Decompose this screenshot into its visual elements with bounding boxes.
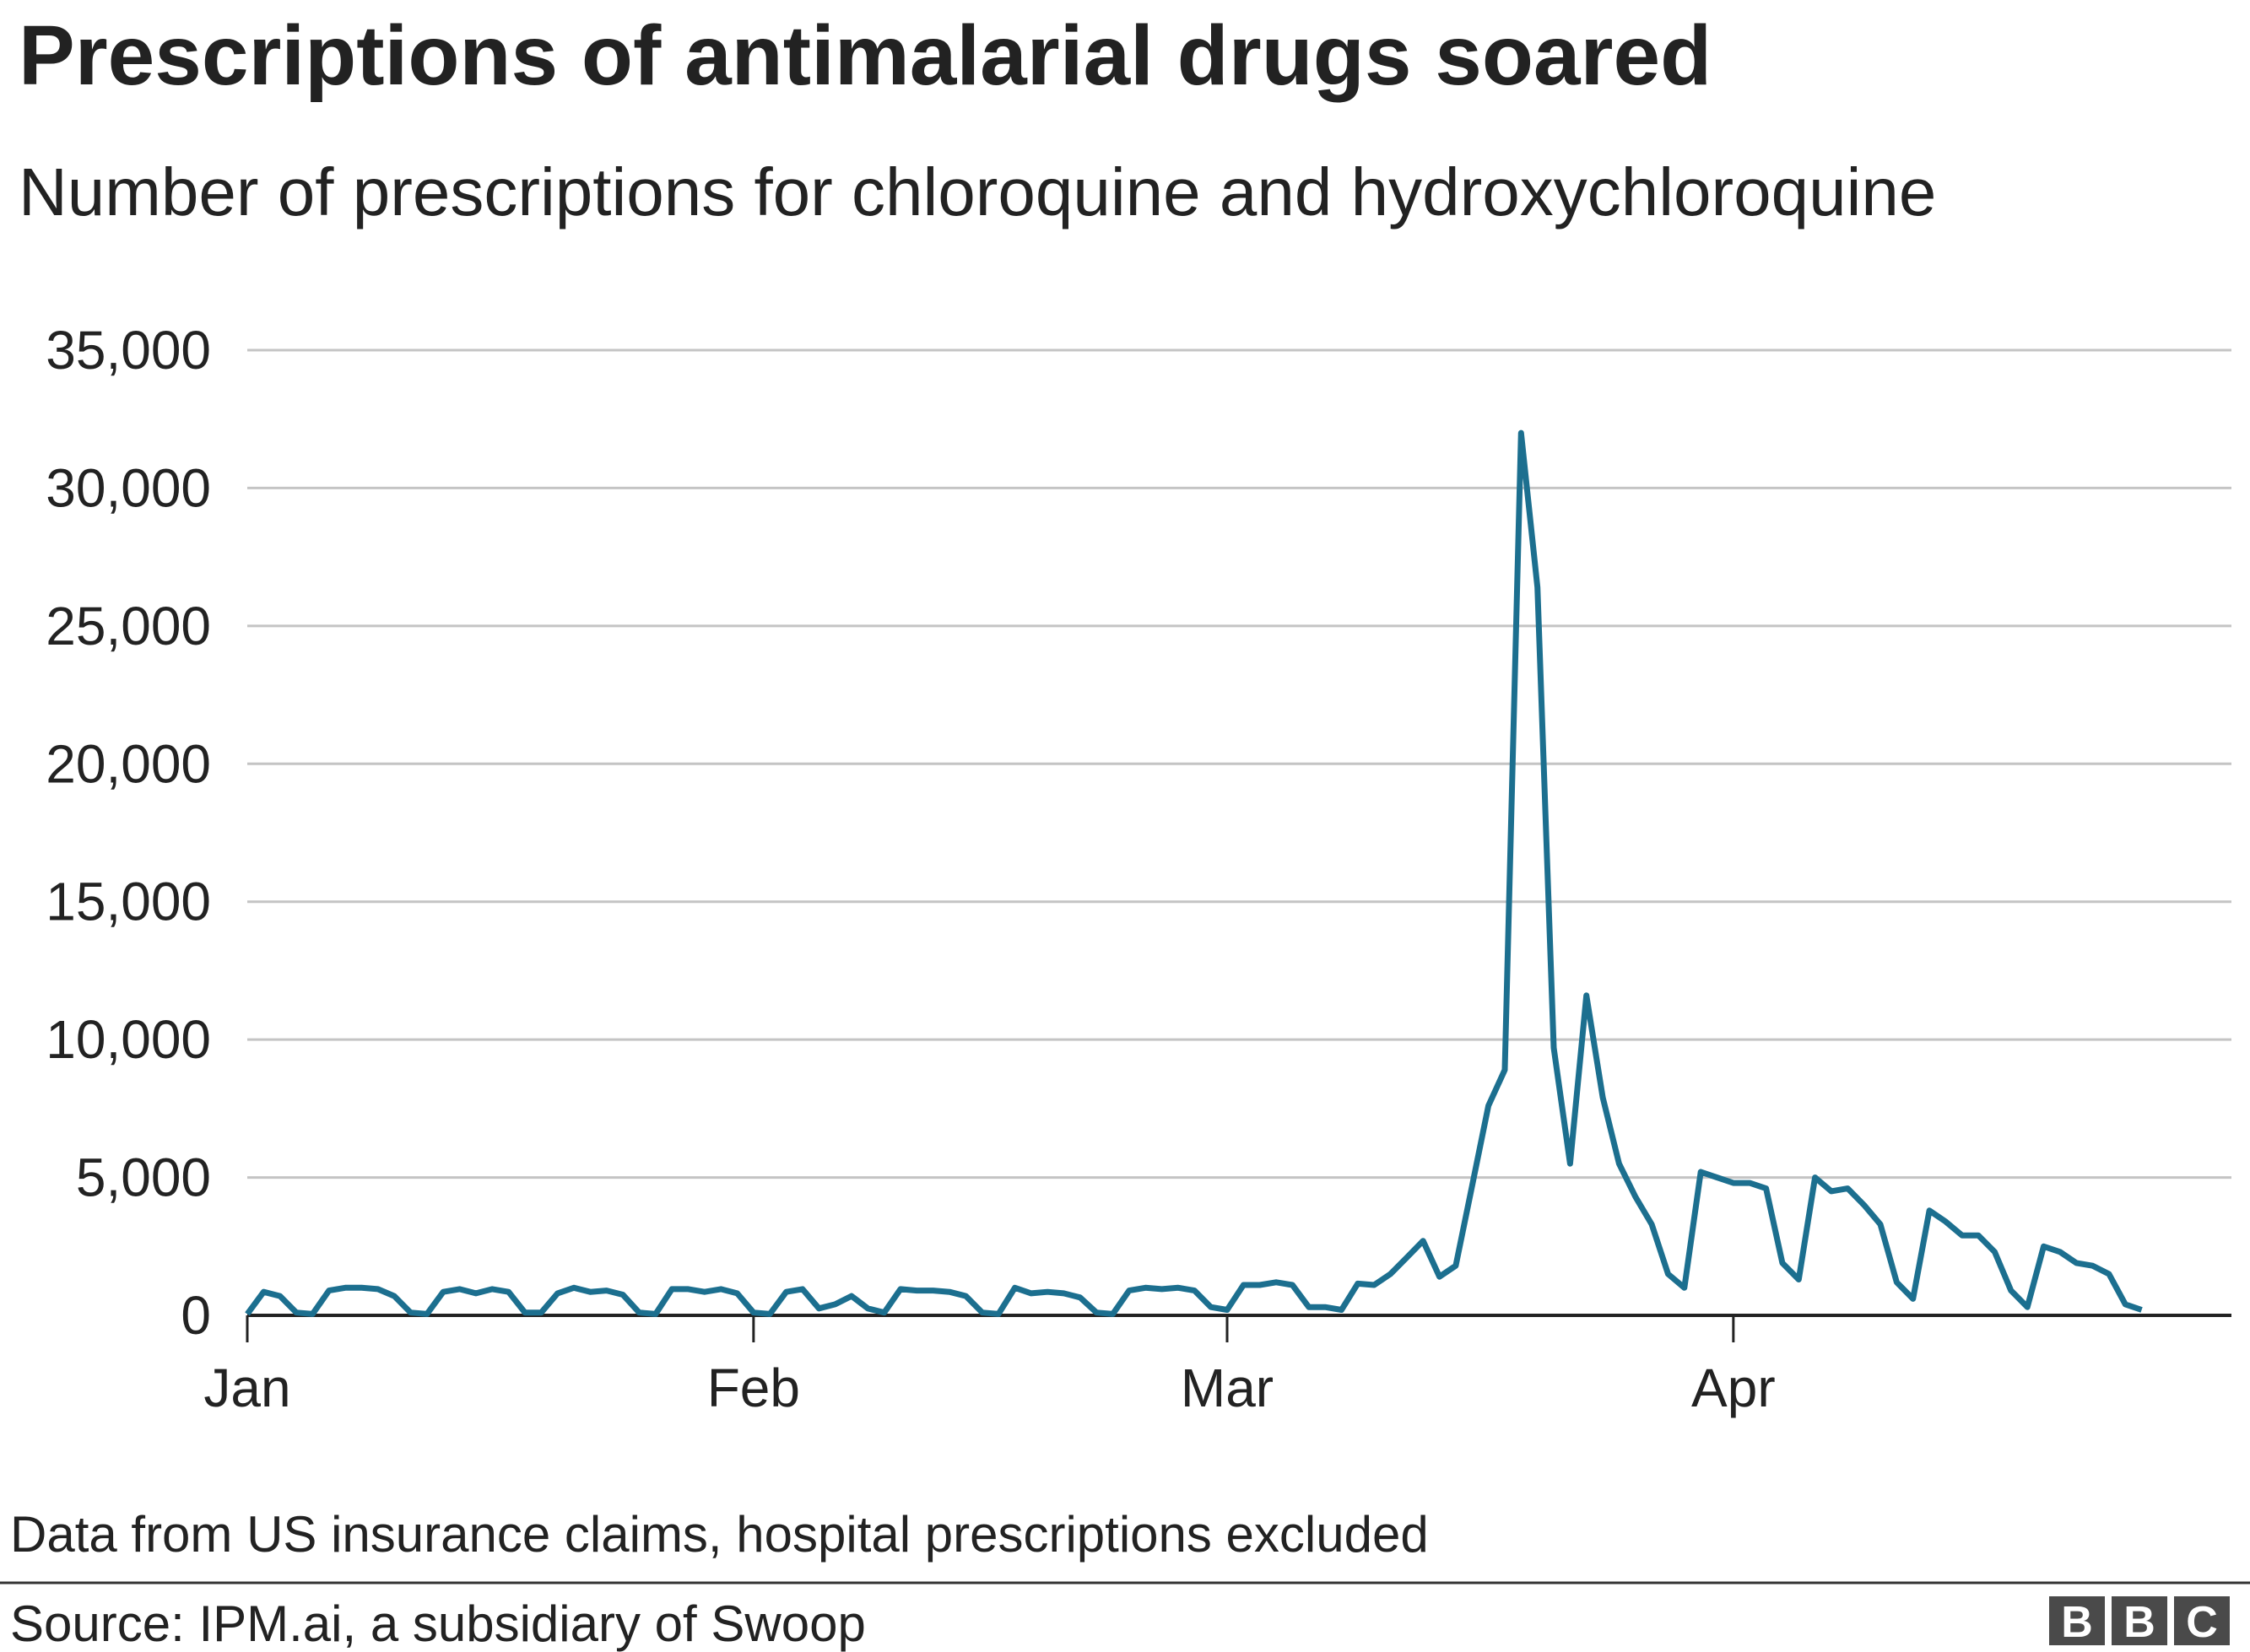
logo-block — [2174, 1596, 2230, 1645]
y-tick-label: 10,000 — [46, 1009, 211, 1070]
logo-letter: C — [2186, 1598, 2218, 1647]
y-tick-label: 5,000 — [76, 1147, 211, 1208]
y-tick-label: 0 — [181, 1285, 211, 1346]
x-tick-label: Feb — [707, 1358, 800, 1418]
y-tick-label: 25,000 — [46, 596, 211, 656]
x-tick-label: Jan — [203, 1358, 290, 1418]
x-tick-label: Mar — [1181, 1358, 1274, 1418]
series-line — [245, 429, 2143, 1317]
logo-block — [2049, 1596, 2105, 1645]
footnote: Data from US insurance claims, hospital … — [10, 1506, 1429, 1563]
y-tick-label: 35,000 — [46, 320, 211, 381]
y-tick-label: 30,000 — [46, 457, 211, 518]
logo-letter: B — [2061, 1598, 2093, 1647]
chart-subtitle: Number of prescriptions for chloroquine … — [19, 154, 1936, 229]
y-tick-label: 15,000 — [46, 872, 211, 932]
chart-title: Prescriptions of antimalarial drugs soar… — [19, 8, 1712, 103]
x-tick-label: Apr — [1691, 1358, 1776, 1418]
logo-block — [2112, 1596, 2167, 1645]
source: Source: IPM.ai, a subsidiary of Swoop — [10, 1595, 866, 1652]
y-tick-label: 20,000 — [46, 733, 211, 794]
logo-letter: B — [2123, 1598, 2155, 1647]
